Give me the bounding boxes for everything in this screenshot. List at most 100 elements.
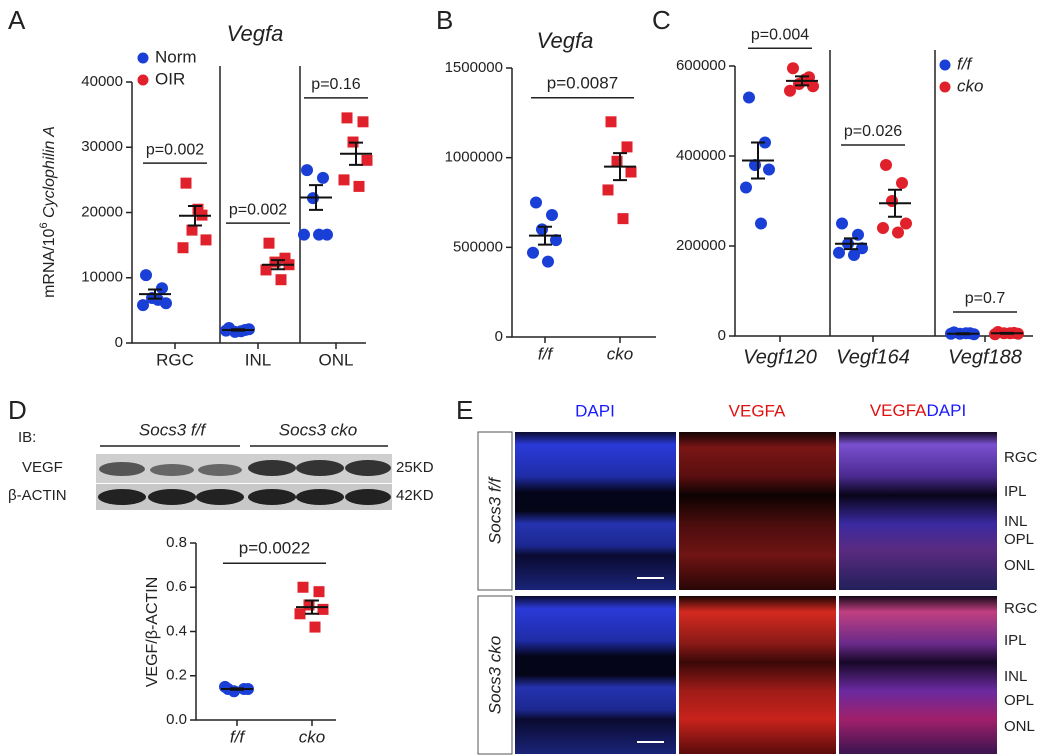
p-value: p=0.0022 (239, 539, 310, 558)
y-tick-label: 0 (495, 328, 503, 345)
dot (527, 246, 539, 259)
y-tick-label: 20000 (81, 203, 123, 220)
row-box (477, 431, 513, 591)
y-tick-label: 500000 (453, 238, 503, 255)
dot (186, 224, 198, 236)
p-value: p=0.004 (751, 26, 809, 43)
blot-size: 42KD (396, 487, 434, 504)
panel-label: D (8, 395, 27, 425)
error-bar (271, 259, 285, 271)
dot (550, 234, 562, 247)
y-tick-label: 600000 (676, 57, 726, 74)
error-bar (309, 184, 323, 211)
panel-label: B (436, 5, 453, 35)
x-tick-label: Vegf164 (836, 346, 910, 368)
dot (180, 177, 192, 189)
p-value: p=0.002 (229, 201, 287, 218)
row-box (477, 595, 513, 755)
p-value: p=0.16 (311, 76, 360, 93)
error-bar (188, 204, 202, 227)
row-title: Socs3 f/f (485, 476, 504, 544)
dot (192, 203, 204, 215)
y-tick-label: 0 (718, 327, 726, 344)
p-value: p=0.7 (965, 290, 1006, 307)
y-tick-label: 0.0 (166, 711, 187, 728)
image-vegfa (679, 432, 836, 590)
dot (294, 608, 306, 620)
x-tick-label: INL (245, 350, 271, 369)
x-tick-label: Vegf120 (743, 346, 817, 368)
row-title: Socs3 cko (485, 636, 504, 714)
error-bar (613, 152, 627, 182)
error-bar (231, 328, 245, 332)
layer-label: ONL (1004, 557, 1035, 574)
dot (297, 581, 309, 593)
dot (833, 246, 845, 259)
dot (763, 163, 775, 176)
y-label-italic: Cyclophilin A (41, 126, 58, 218)
blot-row-label: VEGF (22, 459, 63, 476)
dot (621, 141, 633, 153)
dot (625, 166, 637, 178)
dot (848, 249, 860, 261)
chart-title: Vegfa (537, 28, 594, 53)
dot (275, 274, 287, 286)
layer-label: ONL (1004, 718, 1035, 735)
y-tick-label: 1500000 (445, 59, 503, 76)
dot (361, 154, 373, 166)
blot-size: 25KD (396, 459, 434, 476)
merge-part: VEGFA (870, 401, 927, 420)
dot (152, 293, 164, 306)
dot (219, 680, 231, 693)
dot (787, 62, 799, 75)
dot (856, 242, 868, 255)
dot (836, 217, 848, 230)
dot (317, 603, 329, 615)
dot (740, 181, 752, 194)
y-tick-label: 0.2 (166, 667, 187, 684)
dot (341, 112, 353, 124)
dot (886, 195, 898, 207)
dot (156, 282, 168, 295)
legend-label: cko (957, 76, 983, 95)
x-tick-label: Vegf188 (948, 346, 1022, 368)
dot (536, 223, 548, 236)
dot (317, 171, 329, 184)
dot (303, 599, 315, 611)
p-value: p=0.0087 (547, 73, 618, 92)
image-vegfa (679, 596, 836, 754)
y-label-sup: 6 (38, 222, 50, 228)
western-blot: IB: Socs3 f/f Socs3 cko VEGF 25KD β-ACTI… (8, 420, 434, 510)
x-tick-label: RGC (156, 350, 194, 369)
y-label-part: VEGF/β-ACTIN (144, 577, 161, 688)
ib-label: IB: (18, 429, 36, 446)
y-label-part: mRNA/10 (41, 228, 58, 297)
panel-label: A (8, 5, 26, 35)
x-tick-label: f/f (538, 344, 554, 363)
error-bar (751, 141, 765, 180)
x-tick-label: cko (607, 344, 633, 363)
dot (617, 213, 629, 225)
y-tick-label: 30000 (81, 138, 123, 155)
column-title: VEGFADAPI (870, 401, 966, 420)
dot (877, 222, 889, 234)
bands (98, 460, 391, 505)
y-axis-label: VEGF/β-ACTIN (144, 577, 161, 688)
dot (338, 174, 350, 186)
y-tick-label: 0.8 (166, 534, 187, 551)
legend-marker (939, 59, 951, 71)
dot (313, 228, 325, 241)
layer-label: IPL (1004, 483, 1027, 500)
y-tick-label: 0.4 (166, 622, 187, 639)
dot (301, 164, 313, 177)
layer-label: RGC (1004, 449, 1038, 466)
legend-marker (137, 52, 149, 64)
dot (900, 217, 912, 230)
y-tick-label: 1000000 (445, 149, 503, 166)
layer-label: IPL (1004, 632, 1027, 649)
dot (602, 184, 614, 196)
blot-group: Socs3 f/f (139, 420, 207, 439)
layer-label: OPL (1004, 531, 1034, 548)
y-axis-label: mRNA/106 Cyclophilin A (38, 126, 58, 298)
x-tick-label: ONL (319, 350, 354, 369)
